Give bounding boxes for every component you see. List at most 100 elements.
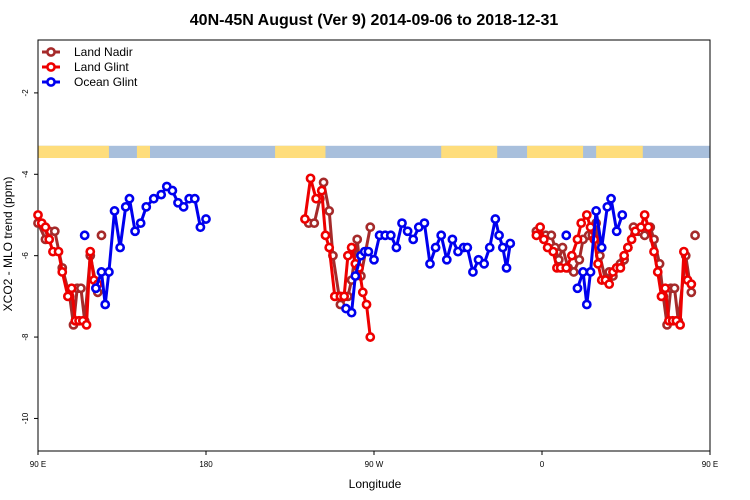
data-point bbox=[686, 279, 697, 290]
data-point bbox=[643, 222, 654, 233]
land-band-segment bbox=[136, 145, 150, 159]
data-point bbox=[479, 258, 490, 269]
data-point bbox=[585, 267, 596, 277]
data-point bbox=[96, 267, 107, 277]
land-band-segment bbox=[275, 145, 326, 159]
data-point bbox=[62, 291, 73, 302]
data-point bbox=[135, 218, 146, 229]
data-point bbox=[617, 210, 628, 220]
data-point bbox=[79, 230, 90, 241]
data-point bbox=[57, 267, 68, 277]
data-point bbox=[611, 226, 622, 237]
data-point bbox=[501, 262, 512, 273]
data-point bbox=[656, 291, 667, 302]
data-point bbox=[669, 283, 680, 294]
data-point bbox=[324, 242, 335, 253]
data-point bbox=[622, 242, 633, 253]
legend-marker bbox=[46, 77, 56, 87]
data-point bbox=[316, 185, 327, 196]
data-point bbox=[320, 230, 331, 241]
data-point bbox=[408, 234, 419, 245]
data-point bbox=[538, 234, 549, 245]
data-point bbox=[686, 287, 697, 298]
data-point bbox=[156, 189, 167, 200]
data-point bbox=[104, 267, 114, 277]
data-point bbox=[581, 299, 592, 310]
data-point bbox=[604, 279, 615, 290]
data-point bbox=[201, 214, 211, 224]
data-point bbox=[305, 173, 316, 184]
data-point bbox=[441, 254, 452, 265]
data-point bbox=[402, 226, 413, 237]
plot-frame bbox=[37, 39, 711, 452]
data-point bbox=[124, 193, 135, 204]
land-band-segment bbox=[441, 145, 498, 159]
data-point bbox=[531, 230, 542, 241]
data-point bbox=[568, 267, 579, 277]
data-point bbox=[593, 258, 603, 269]
data-point bbox=[40, 222, 51, 233]
plot-border bbox=[37, 39, 711, 452]
land-ocean-band bbox=[38, 145, 710, 159]
land-band-segment bbox=[596, 145, 643, 159]
x-tick-label: 90 W bbox=[365, 460, 384, 469]
x-tick-label: 90 E bbox=[702, 460, 718, 469]
data-point bbox=[300, 214, 310, 224]
legend-item: Ocean Glint bbox=[42, 75, 138, 89]
data-point bbox=[141, 201, 152, 212]
data-point bbox=[397, 218, 407, 229]
legend-marker bbox=[46, 62, 56, 72]
data-point bbox=[342, 250, 353, 261]
data-point bbox=[626, 234, 637, 245]
data-point bbox=[660, 283, 671, 294]
data-point bbox=[120, 201, 131, 212]
data-point bbox=[167, 185, 178, 196]
legend-marker bbox=[46, 47, 56, 57]
data-point bbox=[33, 210, 43, 220]
data-point bbox=[557, 242, 568, 253]
y-tick-label: -2 bbox=[21, 89, 30, 97]
data-point bbox=[561, 262, 572, 273]
data-point bbox=[639, 210, 650, 220]
data-point bbox=[195, 222, 206, 233]
data-point bbox=[649, 246, 659, 257]
data-point bbox=[572, 283, 583, 294]
data-point bbox=[85, 246, 96, 257]
data-point bbox=[602, 201, 613, 212]
data-point bbox=[148, 193, 159, 204]
data-point bbox=[484, 242, 495, 253]
x-axis: 90 E 180 90 W 0 90 E bbox=[30, 451, 718, 469]
data-point bbox=[675, 319, 686, 330]
data-point bbox=[535, 222, 546, 233]
data-point bbox=[494, 230, 504, 241]
legend-item: Land Nadir bbox=[42, 45, 133, 59]
data-point bbox=[591, 206, 602, 216]
data-point bbox=[596, 242, 607, 253]
data-point bbox=[346, 307, 357, 318]
series-line bbox=[94, 185, 208, 306]
chart-title: 40N-45N August (Ver 9) 2014-09-06 to 201… bbox=[190, 12, 559, 29]
series-land-glint bbox=[33, 173, 697, 342]
data-point bbox=[436, 230, 447, 241]
y-axis-label: XCO2 - MLO trend (ppm) bbox=[1, 177, 15, 312]
data-point bbox=[385, 230, 396, 241]
data-point bbox=[578, 267, 588, 277]
data-point bbox=[391, 242, 402, 253]
data-point bbox=[189, 193, 200, 204]
data-point bbox=[425, 258, 435, 269]
data-point bbox=[652, 267, 663, 277]
data-point bbox=[350, 271, 361, 281]
data-point bbox=[548, 246, 559, 257]
data-point bbox=[324, 206, 335, 216]
data-point bbox=[561, 230, 572, 241]
legend-item: Land Glint bbox=[42, 60, 129, 74]
data-point bbox=[49, 226, 60, 237]
data-point bbox=[606, 193, 616, 204]
land-band-segment bbox=[527, 145, 584, 159]
data-point bbox=[352, 234, 363, 245]
data-point bbox=[100, 299, 111, 310]
data-point bbox=[572, 234, 583, 245]
data-point bbox=[369, 254, 379, 265]
data-point bbox=[363, 246, 374, 257]
data-point bbox=[109, 206, 120, 216]
